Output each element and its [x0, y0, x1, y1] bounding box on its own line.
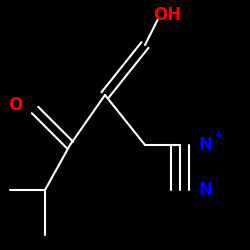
Text: +: +	[214, 130, 224, 140]
Text: OH: OH	[154, 6, 182, 24]
Text: O: O	[8, 96, 22, 114]
Text: N: N	[198, 136, 212, 154]
Text: N: N	[198, 181, 212, 199]
